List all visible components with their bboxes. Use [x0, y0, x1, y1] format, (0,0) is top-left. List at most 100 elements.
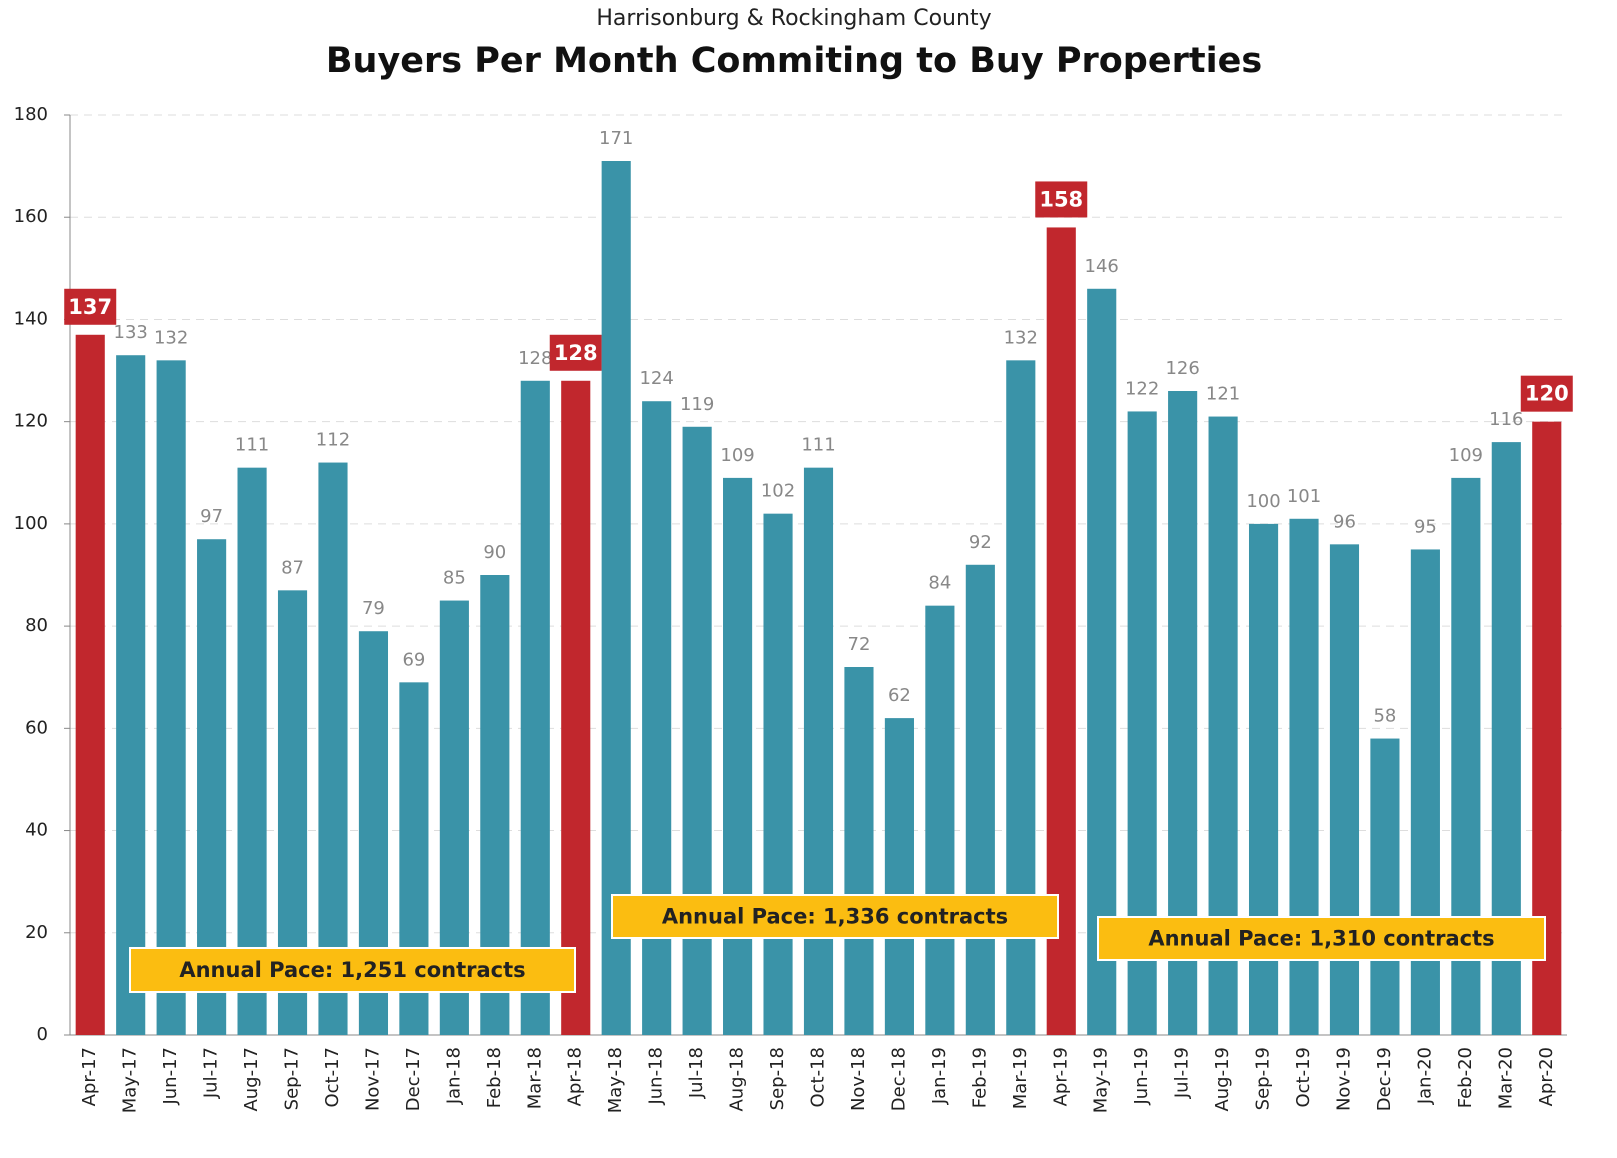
x-tick-label: Mar-20	[1495, 1047, 1516, 1109]
x-tick-label: Oct-18	[808, 1047, 829, 1108]
bar	[561, 380, 591, 1035]
bar	[884, 718, 914, 1035]
x-tick-label: Mar-19	[1010, 1047, 1031, 1109]
y-tick-label: 120	[14, 411, 48, 432]
bar	[803, 467, 834, 1036]
x-tick-label: Nov-17	[362, 1047, 383, 1111]
value-label: 111	[801, 435, 835, 456]
value-label: 137	[68, 295, 112, 319]
y-tick-label: 160	[14, 206, 48, 227]
value-label-box	[549, 334, 602, 371]
x-tick-label: Jul-18	[686, 1047, 707, 1099]
value-label: 171	[599, 128, 633, 149]
bar	[601, 161, 631, 1035]
x-tick-label: Dec-18	[888, 1047, 909, 1111]
x-tick-label: Oct-17	[322, 1047, 343, 1108]
annotation-box	[1097, 916, 1546, 961]
x-tick-label: Dec-17	[403, 1047, 424, 1111]
bar	[1410, 549, 1440, 1035]
bar	[844, 667, 874, 1035]
value-label: 146	[1085, 256, 1119, 277]
bar	[116, 355, 146, 1035]
value-label: 132	[154, 327, 188, 348]
bar	[723, 477, 753, 1035]
x-tick-label: Jun-17	[160, 1047, 181, 1106]
bar	[682, 426, 712, 1035]
value-label: 158	[1039, 187, 1083, 211]
value-label: 62	[888, 685, 911, 706]
x-tick-label: Jan-20	[1414, 1047, 1435, 1105]
chart-title: Buyers Per Month Commiting to Buy Proper…	[326, 41, 1262, 81]
y-tick-label: 140	[14, 308, 48, 329]
value-label: 122	[1125, 378, 1159, 399]
y-tick-label: 60	[25, 717, 48, 738]
x-tick-label: Aug-17	[241, 1047, 262, 1112]
x-tick-label: Mar-18	[524, 1047, 545, 1109]
y-tick-label: 40	[25, 820, 48, 841]
value-label-box	[1035, 181, 1088, 218]
y-tick-label: 180	[14, 104, 48, 125]
value-label: 87	[281, 557, 304, 578]
x-tick-label: Jun-19	[1131, 1047, 1152, 1106]
value-label: 116	[1489, 409, 1523, 430]
value-label: 69	[402, 649, 425, 670]
value-label: 101	[1287, 486, 1321, 507]
bar	[237, 467, 267, 1036]
x-tick-label: Feb-20	[1455, 1047, 1476, 1108]
x-tick-label: May-18	[605, 1047, 626, 1113]
bar	[156, 360, 186, 1035]
bar	[925, 605, 955, 1035]
bar	[1329, 544, 1360, 1035]
value-label: 97	[200, 506, 223, 527]
annotation: Annual Pace: 1,310 contracts	[1148, 927, 1494, 951]
x-tick-label: Dec-19	[1374, 1047, 1395, 1111]
value-label: 85	[443, 568, 466, 589]
value-label: 102	[761, 481, 795, 502]
x-tick-label: Apr-17	[79, 1047, 100, 1106]
value-label: 128	[554, 341, 598, 365]
value-label: 92	[969, 532, 992, 553]
value-label-box	[1520, 375, 1573, 412]
x-tick-label: Nov-19	[1333, 1047, 1354, 1111]
value-label: 121	[1206, 384, 1240, 405]
x-tick-label: Oct-19	[1293, 1047, 1314, 1108]
bar	[642, 401, 672, 1035]
x-tick-label: May-17	[120, 1047, 141, 1113]
value-label: 124	[639, 368, 673, 389]
bar	[763, 513, 793, 1035]
value-label: 109	[720, 445, 754, 466]
x-tick-label: May-19	[1091, 1047, 1112, 1113]
annotation: Annual Pace: 1,251 contracts	[179, 958, 525, 982]
y-tick-label: 20	[25, 922, 48, 943]
value-label: 72	[848, 634, 871, 655]
x-tick-label: Jun-18	[646, 1047, 667, 1106]
y-tick-label: 100	[14, 513, 48, 534]
x-tick-label: Jul-17	[201, 1047, 222, 1099]
value-label: 84	[928, 573, 951, 594]
bar	[1370, 738, 1400, 1035]
x-tick-label: Feb-18	[484, 1047, 505, 1108]
x-tick-label: Jan-18	[443, 1047, 464, 1105]
value-label: 128	[518, 348, 552, 369]
x-tick-label: Aug-19	[1212, 1047, 1233, 1112]
x-tick-label: Jan-19	[929, 1047, 950, 1105]
bar	[520, 380, 550, 1035]
value-label: 126	[1165, 358, 1199, 379]
value-label: 100	[1246, 491, 1280, 512]
x-tick-label: Jul-19	[1172, 1047, 1193, 1099]
value-label: 119	[680, 394, 714, 415]
chart-subtitle: Harrisonburg & Rockingham County	[596, 6, 991, 31]
value-label: 120	[1525, 382, 1569, 406]
x-tick-label: Aug-18	[727, 1047, 748, 1112]
x-tick-label: Sep-18	[767, 1047, 788, 1110]
value-label: 79	[362, 598, 385, 619]
value-label: 133	[114, 322, 148, 343]
bar	[1087, 288, 1117, 1035]
value-label-box	[64, 288, 117, 325]
x-tick-label: Sep-17	[282, 1047, 303, 1110]
annotation-box	[611, 894, 1059, 939]
y-tick-label: 80	[25, 615, 48, 636]
value-label: 112	[316, 430, 350, 451]
bar	[75, 334, 105, 1035]
